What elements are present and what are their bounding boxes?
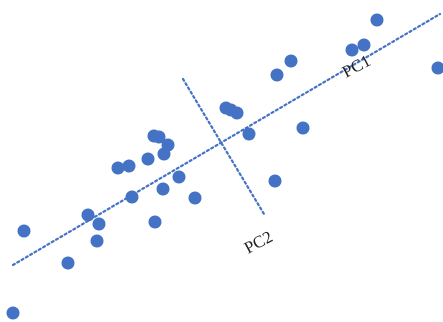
data-point bbox=[6, 306, 20, 320]
data-point bbox=[270, 68, 284, 82]
data-point bbox=[172, 170, 186, 184]
data-point bbox=[230, 106, 244, 120]
pc2-label: PC2 bbox=[241, 227, 276, 258]
data-point bbox=[431, 61, 443, 75]
pc1-axis bbox=[11, 12, 442, 267]
data-point bbox=[122, 159, 136, 173]
pc2-axis bbox=[181, 77, 266, 216]
data-point bbox=[148, 215, 162, 229]
data-point bbox=[92, 217, 106, 231]
data-point bbox=[61, 256, 75, 270]
data-point bbox=[188, 191, 202, 205]
data-point bbox=[157, 147, 171, 161]
data-point bbox=[357, 38, 371, 52]
data-point bbox=[156, 182, 170, 196]
data-point bbox=[370, 13, 384, 27]
data-point bbox=[296, 121, 310, 135]
data-point bbox=[17, 224, 31, 238]
data-point bbox=[268, 174, 282, 188]
data-point bbox=[284, 54, 298, 68]
data-point bbox=[125, 190, 139, 204]
data-point bbox=[90, 234, 104, 248]
data-point bbox=[141, 152, 155, 166]
data-point bbox=[242, 127, 256, 141]
data-point bbox=[152, 130, 166, 144]
data-point bbox=[111, 161, 125, 175]
data-points bbox=[6, 13, 443, 320]
data-point bbox=[81, 208, 95, 222]
data-point bbox=[345, 43, 359, 57]
